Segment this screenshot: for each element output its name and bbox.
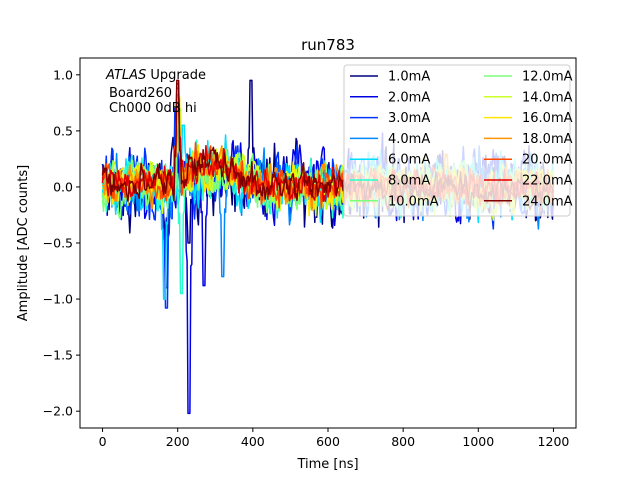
legend-label: 18.0mA <box>522 132 573 147</box>
y-tick-label: −2.0 <box>43 404 73 419</box>
legend-box <box>343 64 571 217</box>
y-tick-label: −1.0 <box>43 292 73 307</box>
y-axis-label: Amplitude [ADC counts] <box>16 165 31 321</box>
legend-label: 4.0mA <box>388 132 430 147</box>
annotation-line-3: Ch000 0dB hi <box>109 101 197 116</box>
legend-label: 6.0mA <box>388 153 430 168</box>
y-tick-label: −0.5 <box>43 236 73 251</box>
annotation-line-2: Board260 <box>109 86 172 101</box>
legend-label: 12.0mA <box>522 70 573 85</box>
x-tick-label: 1200 <box>538 434 570 449</box>
legend-label: 10.0mA <box>388 194 439 209</box>
legend-label: 14.0mA <box>522 90 573 105</box>
x-tick-label: 800 <box>391 434 415 449</box>
x-tick-label: 200 <box>166 434 190 449</box>
annotation-experiment: ATLAS <box>105 68 146 83</box>
y-tick-label: −1.5 <box>43 348 73 363</box>
y-tick-label: 1.0 <box>53 67 73 82</box>
annotation-block: ATLAS Upgrade Board260 Ch000 0dB hi <box>105 68 206 116</box>
x-tick-label: 600 <box>316 434 340 449</box>
y-tick-label: 0.0 <box>53 179 73 194</box>
x-axis: 0 200 400 600 800 1000 1200 <box>99 428 570 449</box>
x-tick-label: 1000 <box>462 434 494 449</box>
legend: 1.0mA 2.0mA 3.0mA 4.0mA 6.0mA 8.0mA 10.0mA 12.0… <box>343 64 573 217</box>
x-axis-label: Time [ns] <box>296 457 358 472</box>
y-tick-label: 0.5 <box>53 123 73 138</box>
legend-label: 2.0mA <box>388 90 430 105</box>
annotation-line-1: ATLAS Upgrade <box>105 68 206 83</box>
x-tick-label: 0 <box>99 434 107 449</box>
legend-label: 3.0mA <box>388 111 430 126</box>
x-tick-label: 400 <box>241 434 265 449</box>
legend-label: 8.0mA <box>388 174 430 189</box>
chart-title: run783 <box>301 36 355 54</box>
annotation-experiment-suffix: Upgrade <box>146 68 206 83</box>
y-axis: −2.0 −1.5 −1.0 −0.5 0.0 0.5 1.0 <box>43 67 80 419</box>
legend-label: 1.0mA <box>388 70 430 85</box>
legend-label: 22.0mA <box>522 174 573 189</box>
legend-label: 16.0mA <box>522 111 573 126</box>
legend-label: 20.0mA <box>522 153 573 168</box>
legend-label: 24.0mA <box>522 194 573 209</box>
